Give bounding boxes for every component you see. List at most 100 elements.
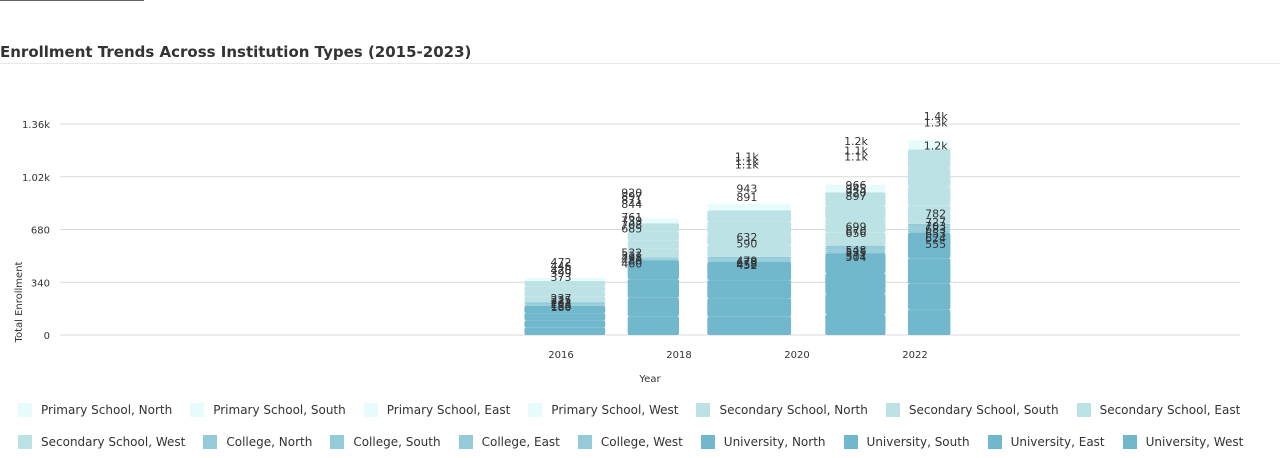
area-segment (825, 253, 886, 274)
legend-item[interactable]: University, West (1122, 435, 1244, 449)
area-segment (524, 280, 606, 282)
legend-item[interactable]: Secondary School, North (696, 403, 868, 417)
y-axis-title: Total Enrollment (14, 261, 25, 343)
area-segment (707, 245, 792, 257)
area-segment (707, 280, 792, 299)
area-segment (524, 305, 606, 314)
area-segment (707, 207, 792, 209)
title-divider (0, 63, 1280, 64)
legend-label: Secondary School, North (719, 403, 868, 417)
data-label: 511 (621, 250, 642, 263)
legend-label: Primary School, West (551, 403, 679, 417)
y-tick-label: 0 (44, 331, 50, 342)
tab-underline (0, 0, 144, 1)
legend-item[interactable]: College, South (330, 435, 441, 449)
x-axis-title: Year (638, 374, 661, 385)
legend-item[interactable]: Primary School, South (190, 403, 346, 417)
data-label: 399 (551, 267, 572, 280)
data-label: 188 (551, 300, 572, 313)
legend-item[interactable]: Primary School, West (528, 403, 678, 417)
legend-item[interactable]: College, East (458, 435, 560, 449)
area-segment (524, 296, 606, 303)
legend-label: University, South (866, 435, 970, 449)
legend-item[interactable]: University, South (843, 435, 970, 449)
legend-item[interactable]: Secondary School, East (1076, 403, 1240, 417)
data-label: 653 (925, 228, 946, 241)
x-tick-label: 2018 (666, 350, 691, 361)
area-segment (825, 273, 886, 295)
legend-item[interactable]: University, North (700, 435, 826, 449)
area-segment (627, 259, 679, 261)
legend-swatch (696, 403, 711, 417)
area-segment (524, 286, 606, 292)
data-label: 460 (621, 258, 642, 271)
data-label: 1.1k (735, 155, 759, 168)
area-segment (524, 278, 606, 280)
x-tick-label: 2022 (902, 350, 927, 361)
area-segment (627, 248, 679, 258)
area-segment (825, 218, 886, 233)
data-label: 1.3k (924, 116, 948, 129)
legend-item[interactable]: College, West (577, 435, 683, 449)
legend-item[interactable]: College, North (203, 435, 312, 449)
legend-swatch (1076, 403, 1091, 417)
legend-item[interactable]: University, East (987, 435, 1105, 449)
data-label: 699 (846, 221, 867, 234)
y-axis: 0 340 680 1.02k 1.36k (22, 120, 50, 342)
y-tick-label: 340 (31, 278, 50, 289)
data-label: 920 (621, 186, 642, 199)
data-label: 420 (551, 264, 572, 277)
area-segment (907, 144, 951, 148)
legend-swatch (1122, 435, 1137, 449)
chart-svg: 4724464203993732372252122011881809208978… (14, 110, 1240, 385)
area-segment (707, 208, 792, 211)
area-segment (707, 233, 792, 246)
data-label: 590 (736, 237, 757, 250)
data-label: 470 (736, 256, 757, 269)
area-segment (825, 249, 886, 252)
legend-swatch (18, 403, 32, 417)
area-segment (707, 258, 792, 260)
area-segment (825, 232, 886, 246)
legend-label: College, South (353, 435, 441, 449)
data-label: 891 (736, 191, 757, 204)
data-label: 1.1k (844, 151, 868, 164)
legend-swatch (18, 435, 32, 449)
data-label: 180 (551, 301, 572, 314)
area-segment (707, 316, 792, 335)
legend-swatch (987, 435, 1002, 449)
area-segment (825, 184, 886, 187)
legend-swatch (843, 435, 858, 449)
area-segment (524, 313, 606, 321)
area-segment (907, 147, 951, 150)
data-label: 920 (846, 186, 867, 199)
data-label: 480 (621, 255, 642, 268)
legend-item[interactable]: Primary School, East (363, 403, 510, 417)
y-tick-label: 1.36k (22, 120, 50, 131)
area-segment (524, 327, 606, 335)
data-label: 844 (621, 198, 642, 211)
area-segment (524, 279, 606, 281)
data-label: 1.2k (844, 135, 868, 148)
legend-swatch (528, 403, 543, 417)
legend-label: University, East (1010, 435, 1105, 449)
area-segment (907, 258, 951, 284)
area-segment (707, 261, 792, 281)
legend-swatch (330, 435, 345, 449)
legend-label: University, West (1145, 435, 1244, 449)
legend-item[interactable]: Secondary School, West (18, 435, 185, 449)
area-segment (907, 230, 951, 233)
data-label: 727 (925, 216, 946, 229)
area-segment (524, 277, 606, 279)
data-label: 670 (846, 225, 867, 238)
chart-title: Enrollment Trends Across Institution Typ… (0, 43, 472, 61)
area-segment (825, 190, 886, 193)
data-label: 458 (736, 258, 757, 271)
area-segment (627, 279, 679, 298)
legend-item[interactable]: Secondary School, South (885, 403, 1059, 417)
data-label: 624 (925, 232, 946, 245)
legend-item[interactable]: Primary School, North (18, 403, 172, 417)
area-layers (524, 140, 951, 335)
legend-label: University, North (723, 435, 826, 449)
data-labels: 4724464203993732372252122011881809208978… (551, 110, 949, 314)
